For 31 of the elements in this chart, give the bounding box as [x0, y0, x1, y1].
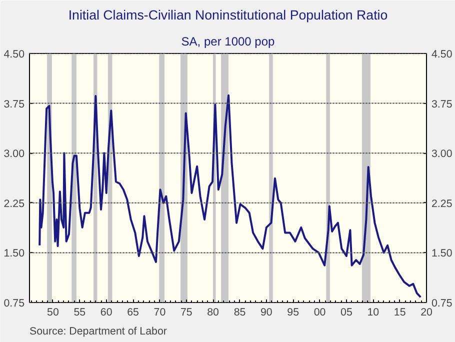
- x-tick-label: 85: [234, 306, 246, 318]
- line-series: [38, 94, 422, 298]
- x-tick-label: 20: [420, 306, 432, 318]
- x-tick-label: 75: [180, 306, 192, 318]
- y2-tick-label: 2.25: [432, 198, 452, 210]
- y-tick-label: 1.50: [4, 248, 25, 260]
- y2-tick-label: 3.75: [432, 98, 452, 110]
- x-tick-label: 80: [207, 306, 220, 318]
- y2-tick-label: 1.50: [432, 248, 452, 260]
- x-tick-label: 65: [127, 306, 140, 318]
- x-tick-label: 05: [340, 306, 352, 318]
- x-tick-label: 95: [287, 306, 300, 318]
- y-tick-label: 0.75: [4, 298, 25, 310]
- y-tick-label: 2.25: [4, 198, 25, 210]
- x-tick-label: 55: [74, 306, 86, 318]
- x-tick-label: 70: [154, 306, 166, 318]
- source-note: Source: Department of Labor: [30, 326, 168, 338]
- y2-tick-label: 3.00: [432, 148, 452, 160]
- y2-tick-label: 4.50: [432, 48, 452, 60]
- chart-title: Initial Claims-Civilian Noninstitutional Population Ratio: [68, 8, 388, 22]
- y2-tick-label: 0.75: [432, 298, 452, 310]
- y-tick-label: 4.50: [4, 48, 25, 60]
- x-tick-label: 00: [314, 306, 326, 318]
- x-tick-label: 10: [367, 306, 380, 318]
- x-tick-label: 60: [100, 306, 112, 318]
- x-tick-label: 50: [47, 306, 59, 318]
- x-tick-label: 15: [394, 306, 406, 318]
- y-tick-label: 3.75: [4, 98, 25, 110]
- chart-subtitle: SA, per 1000 pop: [181, 34, 276, 48]
- y-tick-label: 3.00: [4, 148, 25, 160]
- x-tick-label: 90: [260, 306, 272, 318]
